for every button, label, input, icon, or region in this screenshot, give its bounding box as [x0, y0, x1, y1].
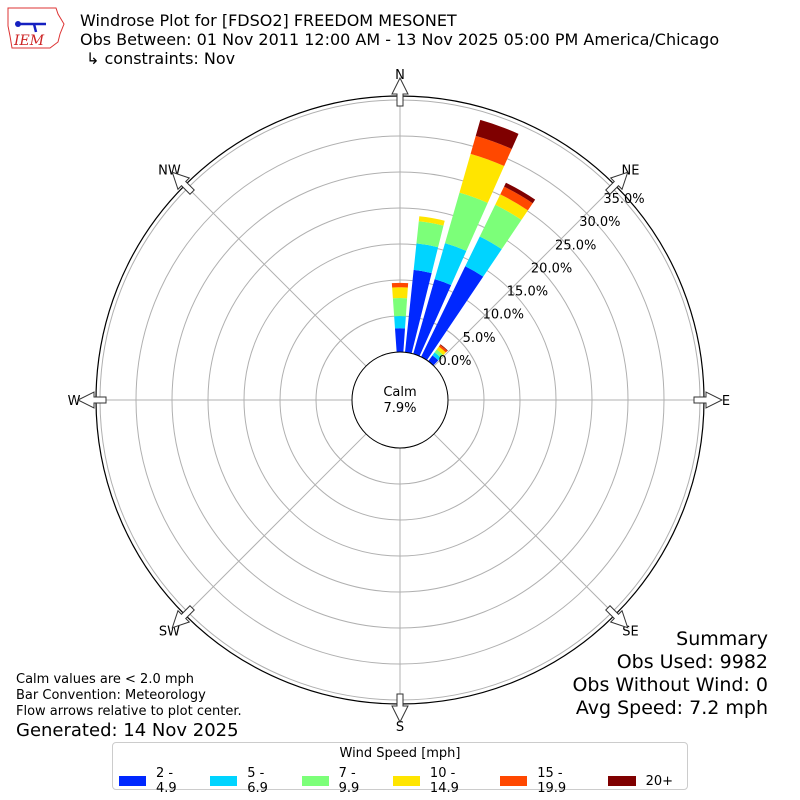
legend-swatch — [119, 776, 146, 786]
legend-label: 2 - 4.9 — [155, 766, 177, 796]
legend-title: Wind Speed [mph] — [339, 746, 461, 761]
bar-segment — [500, 186, 533, 211]
bar-segment — [470, 135, 512, 167]
bar-segment — [475, 119, 519, 149]
calm-label: Calm — [383, 385, 416, 400]
bar-segment — [394, 316, 406, 329]
bar-segment — [413, 279, 452, 357]
flow-arrow-icon — [391, 693, 409, 724]
bar-segment — [436, 346, 446, 356]
legend-swatch — [500, 776, 528, 786]
obs-used: Obs Used: 9982 — [616, 651, 768, 673]
bar-segment — [465, 236, 502, 277]
bar-segment — [440, 344, 448, 351]
legend-label: 20+ — [645, 773, 673, 789]
arrows-note: Flow arrows relative to plot center. — [16, 704, 242, 719]
legend-item: 10 - 14.9 — [392, 766, 486, 796]
bar-segment — [405, 269, 432, 354]
legend-item: 15 - 19.9 — [500, 766, 593, 796]
direction-label-sw: SW — [159, 625, 180, 640]
calm-note: Calm values are < 2.0 mph — [16, 672, 195, 687]
bar-segment — [495, 194, 528, 220]
legend-item: 7 - 9.9 — [301, 766, 379, 796]
convention-note: Bar Convention: Meteorology — [16, 688, 206, 703]
legend-swatch — [392, 776, 420, 786]
legend-swatch — [301, 776, 329, 786]
avg-speed: Avg Speed: 7.2 mph — [575, 697, 768, 719]
bar-segment — [504, 182, 536, 204]
obs-range: Obs Between: 01 Nov 2011 12:00 AM - 13 N… — [80, 30, 720, 49]
title-line: Windrose Plot for [FDSO2] FREEDOM MESONE… — [80, 11, 457, 30]
legend-label: 5 - 6.9 — [247, 766, 268, 796]
legend-label: 7 - 9.9 — [338, 766, 360, 796]
bar-segment — [416, 221, 444, 248]
direction-label-w: W — [68, 394, 81, 409]
flow-arrow-icon — [605, 605, 629, 629]
bar-segment — [391, 282, 409, 288]
bar-segment — [413, 243, 439, 274]
bar-segment — [421, 266, 484, 361]
bar-segment — [432, 352, 441, 361]
radial-tick-label: 0.0% — [438, 354, 471, 369]
flow-arrow-icon — [605, 171, 629, 195]
svg-text:IEM: IEM — [13, 33, 45, 49]
radial-tick-label: 5.0% — [463, 331, 496, 346]
grid-spoke — [433, 433, 616, 616]
flow-arrow-icon — [171, 605, 195, 629]
radial-tick-label: 25.0% — [555, 238, 596, 253]
legend-label: 10 - 14.9 — [429, 766, 459, 796]
summary: Summary Obs Used: 9982 Obs Without Wind:… — [572, 628, 768, 720]
constraints: ↳ constraints: Nov — [86, 49, 236, 68]
radial-tick-label: 15.0% — [507, 285, 548, 300]
calm-circle — [351, 351, 449, 449]
bar-segment — [444, 192, 488, 251]
flow-arrow-icon — [171, 171, 195, 195]
radial-tick-label: 10.0% — [483, 308, 524, 323]
grid-spoke — [184, 433, 367, 616]
obs-without-wind: Obs Without Wind: 0 — [572, 674, 768, 696]
bar-segment — [418, 216, 445, 226]
chart-title: Windrose Plot for [FDSO2] FREEDOM MESONE… — [80, 11, 719, 68]
legend-item: 20+ — [607, 766, 673, 796]
bar-segment — [392, 298, 408, 317]
bar-segment — [434, 349, 444, 358]
legend-swatch — [607, 776, 636, 786]
bar-segment — [479, 204, 522, 250]
bar-segment — [459, 153, 505, 203]
notes: Calm values are < 2.0 mph Bar Convention… — [16, 672, 242, 742]
grid-spoke — [184, 184, 367, 367]
radial-tick-label: 20.0% — [531, 261, 572, 276]
direction-label-se: SE — [622, 625, 638, 640]
calm-value: 7.9% — [383, 401, 416, 416]
bar-segment — [434, 243, 467, 286]
direction-label-n: N — [395, 68, 405, 83]
bar-segment — [392, 287, 408, 299]
flow-arrow-icon — [391, 76, 409, 107]
flow-arrow-icon — [76, 391, 107, 409]
flow-arrow-icon — [693, 391, 724, 409]
direction-label-s: S — [396, 720, 404, 735]
radial-tick-label: 35.0% — [603, 192, 644, 207]
bar-segment — [394, 328, 406, 353]
bar-segment — [438, 344, 448, 353]
generated-date: Generated: 14 Nov 2025 — [16, 720, 239, 741]
grid-spoke — [433, 184, 616, 367]
summary-title: Summary — [676, 628, 768, 650]
direction-label-e: E — [722, 394, 730, 409]
legend: Wind Speed [mph] 2 - 4.9 5 - 6.9 7 - 9.9 10… — [112, 742, 688, 796]
iem-logo: IEM — [7, 7, 65, 49]
radial-tick-label: 30.0% — [579, 215, 620, 230]
legend-label: 15 - 19.9 — [537, 766, 567, 796]
legend-item: 5 - 6.9 — [210, 766, 287, 796]
legend-item: 2 - 4.9 — [119, 766, 196, 796]
legend-swatch — [210, 776, 238, 786]
